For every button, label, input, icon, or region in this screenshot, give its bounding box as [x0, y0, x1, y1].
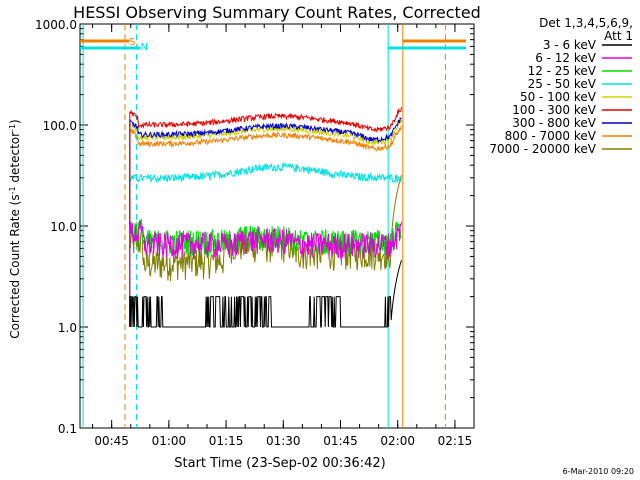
series-line-25-50-kev	[129, 162, 402, 327]
legend-entry-label: 6 - 12 keV	[535, 51, 597, 65]
y-tick-label: 1000.0	[35, 18, 77, 32]
y-axis-label-main: Corrected Count Rate (s	[8, 194, 22, 338]
y-tick-label: 10.0	[50, 220, 77, 234]
series-line-300-800-kev	[129, 116, 402, 327]
x-tick-label: 00:45	[94, 434, 129, 448]
x-axis-label: Start Time (23-Sep-02 00:36:42)	[174, 456, 385, 471]
legend-entry-label: 800 - 7000 keV	[505, 129, 597, 143]
y-tick-label: 0.1	[58, 422, 77, 436]
x-tick-label: 01:30	[266, 434, 301, 448]
plot-area: 0.1 1.0 10.0 100.0 1000.0 00:45 01:00 01:15 01:3…	[35, 18, 475, 448]
y-tick-label: 100.0	[43, 119, 77, 133]
x-tick-label: 01:45	[323, 434, 358, 448]
legend-entry-label: 300 - 800 keV	[512, 116, 596, 130]
legend-entry-label: 50 - 100 keV	[520, 90, 597, 104]
y-tick-label: 1.0	[58, 321, 77, 335]
x-tick-label: 02:15	[438, 434, 473, 448]
y-axis-label-mid: detector	[8, 132, 22, 187]
legend-entry-label: 3 - 6 keV	[543, 38, 597, 52]
y-axis-label: Corrected Count Rate (s-1 detector-1)	[8, 119, 23, 338]
series-line-800-7000-kev	[129, 125, 402, 327]
series-line-100-300-kev	[129, 106, 402, 327]
y-axis-label-sup2: -1	[8, 124, 17, 132]
x-tick-label: 01:00	[152, 434, 187, 448]
series-line-3-6-kev	[129, 259, 402, 328]
legend-entry-label: 25 - 50 keV	[528, 77, 597, 91]
chart-title: HESSI Observing Summary Count Rates, Cor…	[73, 3, 481, 22]
legend-entry-label: 100 - 300 keV	[512, 103, 596, 117]
y-axis-label-end: )	[8, 119, 22, 124]
series-line-50-100-kev	[129, 119, 402, 327]
series-line-6-12-kev	[129, 220, 402, 327]
x-tick-label: 01:15	[209, 434, 244, 448]
legend-header-line1: Det 1,3,4,5,6,9,	[539, 16, 633, 30]
footer-date: 6-Mar-2010 09:20	[563, 467, 634, 476]
y-axis-label-sup1: -1	[8, 186, 17, 194]
legend-entry-label: 7000 - 20000 keV	[489, 142, 596, 156]
x-tick-label: 02:00	[380, 434, 415, 448]
legend-header-line2: Att 1	[604, 29, 633, 43]
legend-entry-label: 12 - 25 keV	[528, 64, 597, 78]
marker-label: N	[140, 42, 147, 53]
marker-label: S	[129, 37, 135, 48]
